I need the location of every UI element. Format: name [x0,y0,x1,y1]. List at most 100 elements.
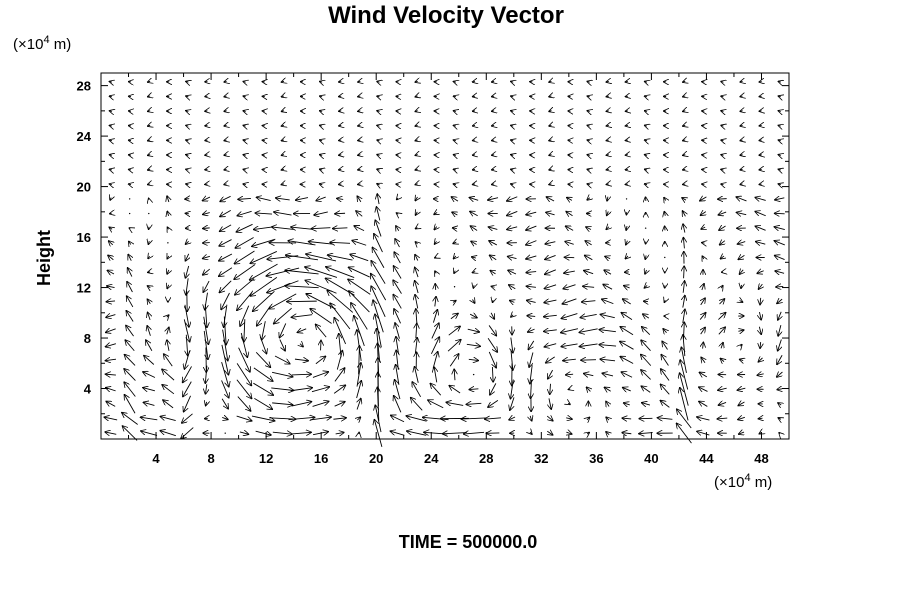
wind-vector [249,263,278,280]
wind-vector [435,271,436,274]
wind-vector [240,305,250,327]
wind-vector [333,418,346,419]
wind-vector [699,401,708,407]
wind-vector [167,242,169,244]
wind-vector [580,314,597,317]
wind-vector [236,415,252,421]
wind-vector [545,255,556,259]
wind-vector [128,212,131,215]
wind-vector [167,256,169,259]
wind-vector [432,309,437,323]
wind-vector [774,241,785,245]
wind-vector [186,169,189,170]
x-tick-label: 48 [754,451,768,466]
wind-vector [473,285,474,288]
wind-vector [511,96,514,97]
wind-vector [224,125,227,126]
wind-vector [377,343,378,377]
wind-vector [448,326,461,336]
wind-vector [162,385,175,395]
wind-vector [488,325,496,335]
wind-vector [584,255,593,259]
wind-vector [587,111,590,112]
wind-vector [143,388,155,391]
wind-vector [641,403,651,405]
wind-vector [291,402,312,407]
wind-vector [526,272,537,273]
wind-vector [529,352,534,367]
wind-vector [431,323,439,339]
wind-vector [561,328,579,333]
wind-vector [415,96,418,97]
wind-vector [602,373,614,376]
wind-vector [310,417,331,420]
wind-vector [778,96,781,97]
wind-vector [507,211,518,215]
wind-vector [358,81,361,82]
wind-vector [143,402,155,405]
wind-vector [160,431,176,437]
wind-vector [279,339,285,351]
wind-vector [186,111,189,112]
wind-vector [606,111,609,112]
wind-vector [661,354,669,366]
wind-vector [549,155,552,156]
wind-vector [676,423,692,444]
wind-vector [181,413,193,423]
wind-vector [186,155,189,156]
wind-vector [453,125,456,126]
wind-vector [511,125,514,126]
wind-vector [492,300,493,302]
wind-vector [757,271,764,274]
wind-vector [600,359,616,361]
x-axis-ticks: 4 8 12 16 20 24 28 32 36 40 44 48 [128,73,769,466]
wind-vector [563,359,576,360]
wind-vector [625,256,628,259]
wind-vector [599,345,617,347]
wind-vector [108,255,114,260]
wind-vector [625,140,628,141]
wind-vector [453,242,456,243]
wind-vector [508,270,517,274]
wind-vector [350,254,369,262]
wind-vector [394,395,402,413]
wind-vector [449,385,461,394]
wind-vector [147,184,150,185]
wind-vector [740,125,743,126]
wind-vector [109,96,112,97]
x-unit-prefix: (×10 [714,474,744,491]
wind-vector [472,272,475,273]
wind-vector [491,286,494,287]
wind-vector [251,415,275,421]
wind-vector [356,363,361,387]
wind-vector [281,81,284,82]
wind-vector [202,256,210,258]
wind-vector [297,329,307,333]
wind-vector [625,169,628,170]
wind-vector [181,427,194,439]
wind-vector [393,266,402,279]
wind-vector [375,314,382,348]
wind-vector [530,416,532,421]
wind-vector [778,111,781,112]
wind-vector [255,352,270,367]
y-tick-label: 20 [77,180,91,195]
wind-vector [167,211,168,216]
wind-vector [434,241,436,244]
wind-vector [566,418,572,419]
wind-vector [415,267,418,278]
wind-vector [109,111,112,112]
wind-vector [546,212,555,215]
x-tick-label: 24 [424,451,439,466]
wind-vector [603,284,613,290]
wind-vector [549,81,552,82]
wind-vector [776,286,784,287]
wind-vector [275,198,290,200]
wind-vector [543,315,557,316]
wind-vector [606,155,609,156]
wind-vector [626,226,627,230]
wind-vector [274,355,290,364]
wind-vector [472,125,475,126]
wind-vector [664,256,666,259]
